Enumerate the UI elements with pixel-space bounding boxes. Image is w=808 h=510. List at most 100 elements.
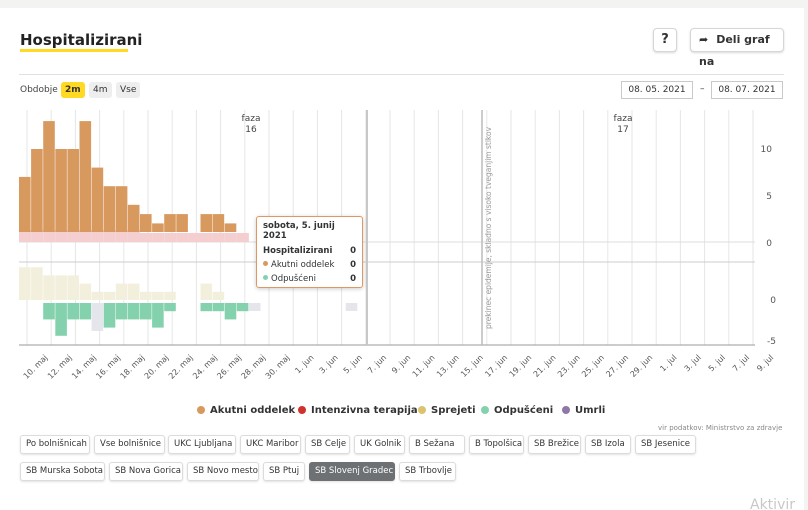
x-tick-label: 13. jun [435, 353, 461, 379]
akutni-shade-bar [115, 230, 128, 242]
odpusceni-bar [103, 303, 116, 328]
x-tick-label: 1. jun [293, 353, 315, 375]
tooltip-label: Odpušćeni [271, 274, 316, 284]
x-tick-label: 12. maj [46, 353, 74, 381]
akutni-bar [212, 214, 225, 232]
legend-label: Akutni oddelek [210, 405, 296, 416]
sprejeti-bar [31, 267, 43, 300]
x-tick-label: 14. maj [70, 353, 98, 381]
akutni-bar [67, 149, 79, 232]
x-tick-label: 3. jul [683, 353, 703, 373]
filter-button[interactable]: SB Izola [585, 435, 631, 454]
filter-button[interactable]: SB Novo mesto [187, 462, 259, 481]
akutni-bar [31, 149, 43, 232]
y-tick-label: 10 [761, 145, 773, 155]
legend-label: Intenzivna terapija [311, 405, 418, 416]
period-4m-button[interactable]: 4m [89, 82, 112, 98]
sprejeti-bar [127, 283, 140, 300]
marker-note: prekinec epidemije, skladno s visoko tve… [484, 126, 493, 329]
filter-button[interactable]: Po bolnišnicah [20, 435, 90, 454]
x-tick-label: 9. jun [390, 353, 412, 375]
filter-button[interactable]: Vse bolnišnice [94, 435, 165, 454]
akutni-shade-bar [67, 230, 80, 242]
sprejeti-bar [55, 275, 67, 300]
filter-button[interactable]: B Sežana [409, 435, 465, 454]
neutral-bar [248, 303, 261, 311]
akutni-shade-bar [236, 233, 249, 242]
akutni-bar [140, 214, 152, 232]
filter-button[interactable]: SB Nova Gorica [109, 462, 183, 481]
legend-item[interactable]: Sprejeti [418, 405, 476, 416]
legend-item[interactable]: Umrli [562, 405, 605, 416]
akutni-bar [152, 223, 164, 232]
akutni-bar [200, 214, 213, 232]
x-tick-label: 5. jul [707, 353, 727, 373]
legend-label: Sprejeti [431, 405, 476, 416]
help-button[interactable]: ? [653, 28, 677, 52]
sprejeti-bar [103, 291, 116, 300]
sprejeti-bar [140, 291, 152, 300]
tooltip-row: Odpušćeni 0 [263, 272, 356, 286]
legend-item[interactable]: Intenzivna terapija [298, 405, 418, 416]
tooltip-value: 0 [350, 260, 356, 270]
filter-button[interactable]: B Topolšica [469, 435, 524, 454]
x-tick-label: 5. jun [342, 353, 364, 375]
akutni-bar [127, 204, 140, 232]
x-tick-label: 18. maj [119, 353, 147, 381]
chart-tooltip: sobota, 5. junij 2021 Hospitalizirani 0 A… [256, 216, 363, 288]
x-tick-label: 1. jul [658, 353, 678, 373]
y-tick-label: 5 [766, 192, 772, 202]
x-tick-label: 24. maj [191, 353, 219, 381]
period-2m-button[interactable]: 2m [61, 82, 85, 98]
legend-item[interactable]: Odpušćeni [481, 405, 553, 416]
akutni-shade-bar [176, 233, 189, 242]
x-tick-label: 7. jun [366, 353, 388, 375]
y-tick-label: 0 [766, 239, 772, 249]
x-tick-label: 26. maj [215, 353, 243, 381]
x-tick-label: 15. jun [459, 353, 485, 379]
date-to-input[interactable]: 08. 07. 2021 [711, 81, 783, 99]
legend-item[interactable]: Akutni oddelek [197, 405, 295, 416]
odpusceni-bar [140, 303, 152, 320]
akutni-shade-bar [224, 233, 237, 242]
filter-button[interactable]: SB Celje [305, 435, 350, 454]
akutni-dot-icon [263, 261, 268, 266]
x-tick-label: 23. jun [556, 353, 582, 379]
filter-button[interactable]: SB Slovenj Gradec [309, 462, 395, 481]
x-tick-label: 10. maj [22, 353, 50, 381]
odpusceni-bar [79, 303, 92, 320]
filter-button[interactable]: UKC Ljubljana [168, 435, 236, 454]
filter-button[interactable]: UKC Maribor [240, 435, 301, 454]
y-tick-label: -5 [767, 337, 776, 347]
filter-button[interactable]: SB Brežice [528, 435, 581, 454]
phase-number: 17 [617, 125, 628, 135]
legend-label: Odpušćeni [494, 405, 554, 416]
odpusceni-bar [164, 303, 176, 312]
odpusceni-bar [67, 303, 79, 320]
x-tick-label: 21. jun [532, 353, 558, 379]
tooltip-label: Hospitalizirani [263, 246, 333, 256]
sprejeti-bar [152, 291, 164, 300]
akutni-bar [103, 186, 116, 232]
filter-button[interactable]: SB Trbovlje [399, 462, 456, 481]
period-all-button[interactable]: Vse [116, 82, 141, 98]
share-button[interactable]: ➦ Deli graf na [690, 28, 784, 68]
filter-button[interactable]: UK Golnik [354, 435, 405, 454]
share-label: Deli graf na [699, 33, 770, 68]
share-arrow-icon: ➦ [699, 33, 709, 46]
sprejeti-bar [115, 283, 128, 300]
filter-button[interactable]: SB Ptuj [263, 462, 305, 481]
phase-label: faza [614, 114, 633, 124]
legend-dot-icon [418, 406, 426, 414]
tooltip-row: Akutni oddelek 0 [263, 258, 356, 272]
tooltip-value: 0 [350, 246, 356, 256]
date-from-input[interactable]: 08. 05. 2021 [621, 81, 693, 99]
akutni-shade-bar [212, 233, 225, 242]
filter-button[interactable]: SB Jesenice [635, 435, 696, 454]
title-underline [20, 49, 128, 52]
tooltip-label: Akutni oddelek [271, 260, 335, 270]
sprejeti-bar [164, 291, 176, 300]
filter-button[interactable]: SB Murska Sobota [20, 462, 105, 481]
x-tick-label: 3. jun [318, 353, 340, 375]
x-tick-label: 28. maj [240, 353, 268, 381]
